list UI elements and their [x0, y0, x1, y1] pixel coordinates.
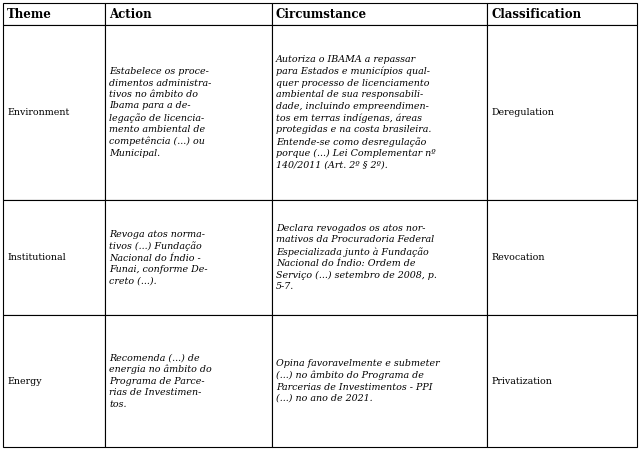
Text: Energy: Energy [7, 377, 42, 386]
Text: Circumstance: Circumstance [276, 8, 367, 21]
Text: Theme: Theme [7, 8, 52, 21]
Bar [487, 315, 637, 447]
Text: Declara revogados os atos nor-
mativos da Procuradoria Federal
Especializada jun: Declara revogados os atos nor- mativos d… [276, 224, 437, 291]
Text: Opina favoravelmente e submeter
(...) no âmbito do Programa de
Parcerias de Inve: Opina favoravelmente e submeter (...) no… [276, 359, 440, 403]
Bar [487, 3, 637, 25]
Text: Autoriza o IBAMA a repassar
para Estados e municípios qual-
quer processo de lic: Autoriza o IBAMA a repassar para Estados… [276, 55, 436, 170]
Bar [3, 3, 105, 25]
Text: Institutional: Institutional [7, 253, 66, 262]
Text: Revocation: Revocation [491, 253, 545, 262]
Bar [105, 3, 272, 25]
Bar [3, 315, 105, 447]
Bar [105, 25, 272, 200]
Text: Privatization: Privatization [491, 377, 552, 386]
Text: Action: Action [109, 8, 152, 21]
Bar [3, 25, 105, 200]
Text: Recomenda (...) de
energia no âmbito do
Programa de Parce-
rias de Investimen-
t: Recomenda (...) de energia no âmbito do … [109, 353, 212, 409]
Bar [272, 3, 487, 25]
Text: Revoga atos norma-
tivos (...) Fundação
Nacional do Índio -
Funai, conforme De-
: Revoga atos norma- tivos (...) Fundação … [109, 230, 207, 285]
Text: Estabelece os proce-
dimentos administra-
tivos no âmbito do
Ibama para a de-
le: Estabelece os proce- dimentos administra… [109, 67, 211, 158]
Text: Deregulation: Deregulation [491, 108, 554, 117]
Bar [105, 200, 272, 315]
Bar [105, 315, 272, 447]
Bar [272, 315, 487, 447]
Bar [272, 200, 487, 315]
Bar [272, 25, 487, 200]
Bar [487, 200, 637, 315]
Bar [487, 25, 637, 200]
Text: Environment: Environment [7, 108, 69, 117]
Bar [3, 200, 105, 315]
Text: Classification: Classification [491, 8, 581, 21]
